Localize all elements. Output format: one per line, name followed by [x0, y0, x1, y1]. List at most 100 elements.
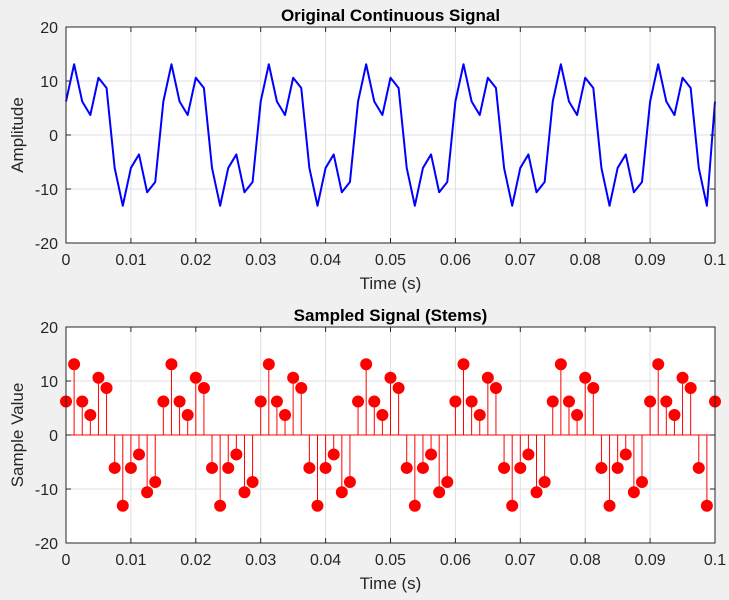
stem-marker [465, 395, 478, 408]
sampled-signal-plot: 0 0.01 0.02 0.03 0.04 0.05 0.06 0.07 0.08 0.09 0.1… [8, 306, 726, 593]
stem-marker [133, 448, 146, 461]
stem-marker [68, 358, 81, 371]
x-tick-label: 0.04 [310, 552, 341, 569]
y-tick-label: -10 [35, 482, 58, 499]
stem-marker [457, 358, 470, 371]
stem-marker [197, 382, 210, 395]
x-tick-label: 0.01 [115, 252, 146, 269]
stem-marker [279, 409, 292, 422]
stem-marker [433, 486, 446, 499]
continuous-signal-plot: 0 0.01 0.02 0.03 0.04 0.05 0.06 0.07 0.08 0.09 0.1… [8, 6, 726, 293]
stem-marker [108, 461, 121, 474]
stem-marker [546, 395, 559, 408]
x-tick-label: 0.02 [180, 252, 211, 269]
x-tick-label: 0.02 [180, 552, 211, 569]
stem-marker [124, 461, 137, 474]
x-tick-label: 0.07 [505, 552, 536, 569]
stem-marker [181, 409, 194, 422]
x-axis-label: Time (s) [360, 574, 422, 593]
stem-marker [214, 499, 227, 512]
chart-title: Sampled Signal (Stems) [294, 306, 488, 325]
stem-marker [311, 499, 324, 512]
stem-marker [498, 461, 511, 474]
stem-marker [676, 371, 689, 384]
stem-marker [571, 409, 584, 422]
stem-marker [611, 461, 624, 474]
x-tick-label: 0 [62, 552, 71, 569]
stem-marker [384, 371, 397, 384]
x-axis-label: Time (s) [360, 274, 422, 293]
stem-marker [246, 475, 259, 488]
stem-marker [506, 499, 519, 512]
y-tick-label: 0 [49, 428, 58, 445]
stem-marker [100, 382, 113, 395]
y-tick-label: 10 [40, 374, 58, 391]
stem-marker [522, 448, 535, 461]
stem-marker [530, 486, 543, 499]
stem-marker [700, 499, 713, 512]
stem-marker [376, 409, 389, 422]
x-tick-label: 0.08 [570, 252, 601, 269]
x-tick-label: 0 [62, 252, 71, 269]
stem-marker [684, 382, 697, 395]
stem-marker [400, 461, 413, 474]
stem-marker [603, 499, 616, 512]
stem-marker [206, 461, 219, 474]
stem-marker [368, 395, 381, 408]
stem-marker [392, 382, 405, 395]
y-tick-label: 10 [40, 74, 58, 91]
stem-marker [270, 395, 283, 408]
x-tick-label: 0.05 [375, 252, 406, 269]
stem-marker [595, 461, 608, 474]
stem-marker [287, 371, 300, 384]
stem-marker [514, 461, 527, 474]
stem-marker [619, 448, 632, 461]
stem-marker [473, 409, 486, 422]
x-tick-label: 0.01 [115, 552, 146, 569]
stem-marker [303, 461, 316, 474]
stem-marker [262, 358, 275, 371]
stem-marker [635, 475, 648, 488]
stem-marker [660, 395, 673, 408]
stem-marker [579, 371, 592, 384]
stem-marker [441, 475, 454, 488]
stem-marker [335, 486, 348, 499]
stem-marker [408, 499, 421, 512]
stem-marker [76, 395, 89, 408]
stem-marker [425, 448, 438, 461]
x-tick-label: 0.07 [505, 252, 536, 269]
stem-marker [173, 395, 186, 408]
stem-marker [238, 486, 251, 499]
y-tick-label: 0 [49, 128, 58, 145]
stem-marker [668, 409, 681, 422]
y-tick-label: 20 [40, 20, 58, 37]
x-tick-label: 0.05 [375, 552, 406, 569]
stem-marker [230, 448, 243, 461]
y-tick-label: 20 [40, 320, 58, 337]
stem-marker [222, 461, 235, 474]
stem-marker [481, 371, 494, 384]
x-tick-label: 0.1 [704, 252, 726, 269]
stem-marker [157, 395, 170, 408]
stem-marker [295, 382, 308, 395]
x-tick-label: 0.04 [310, 252, 341, 269]
stem-marker [644, 395, 657, 408]
y-tick-label: -10 [35, 182, 58, 199]
stem-marker [319, 461, 332, 474]
stem-marker [116, 499, 129, 512]
x-tick-label: 0.08 [570, 552, 601, 569]
stem-marker [360, 358, 373, 371]
x-tick-label: 0.03 [245, 252, 276, 269]
y-tick-label: -20 [35, 236, 58, 253]
stem-marker [165, 358, 178, 371]
stem-marker [254, 395, 267, 408]
stem-marker [692, 461, 705, 474]
y-tick-label: -20 [35, 536, 58, 553]
stem-marker [92, 371, 105, 384]
x-tick-label: 0.09 [635, 252, 666, 269]
x-tick-label: 0.03 [245, 552, 276, 569]
stem-marker [327, 448, 340, 461]
stem-marker [84, 409, 97, 422]
stem-marker [627, 486, 640, 499]
